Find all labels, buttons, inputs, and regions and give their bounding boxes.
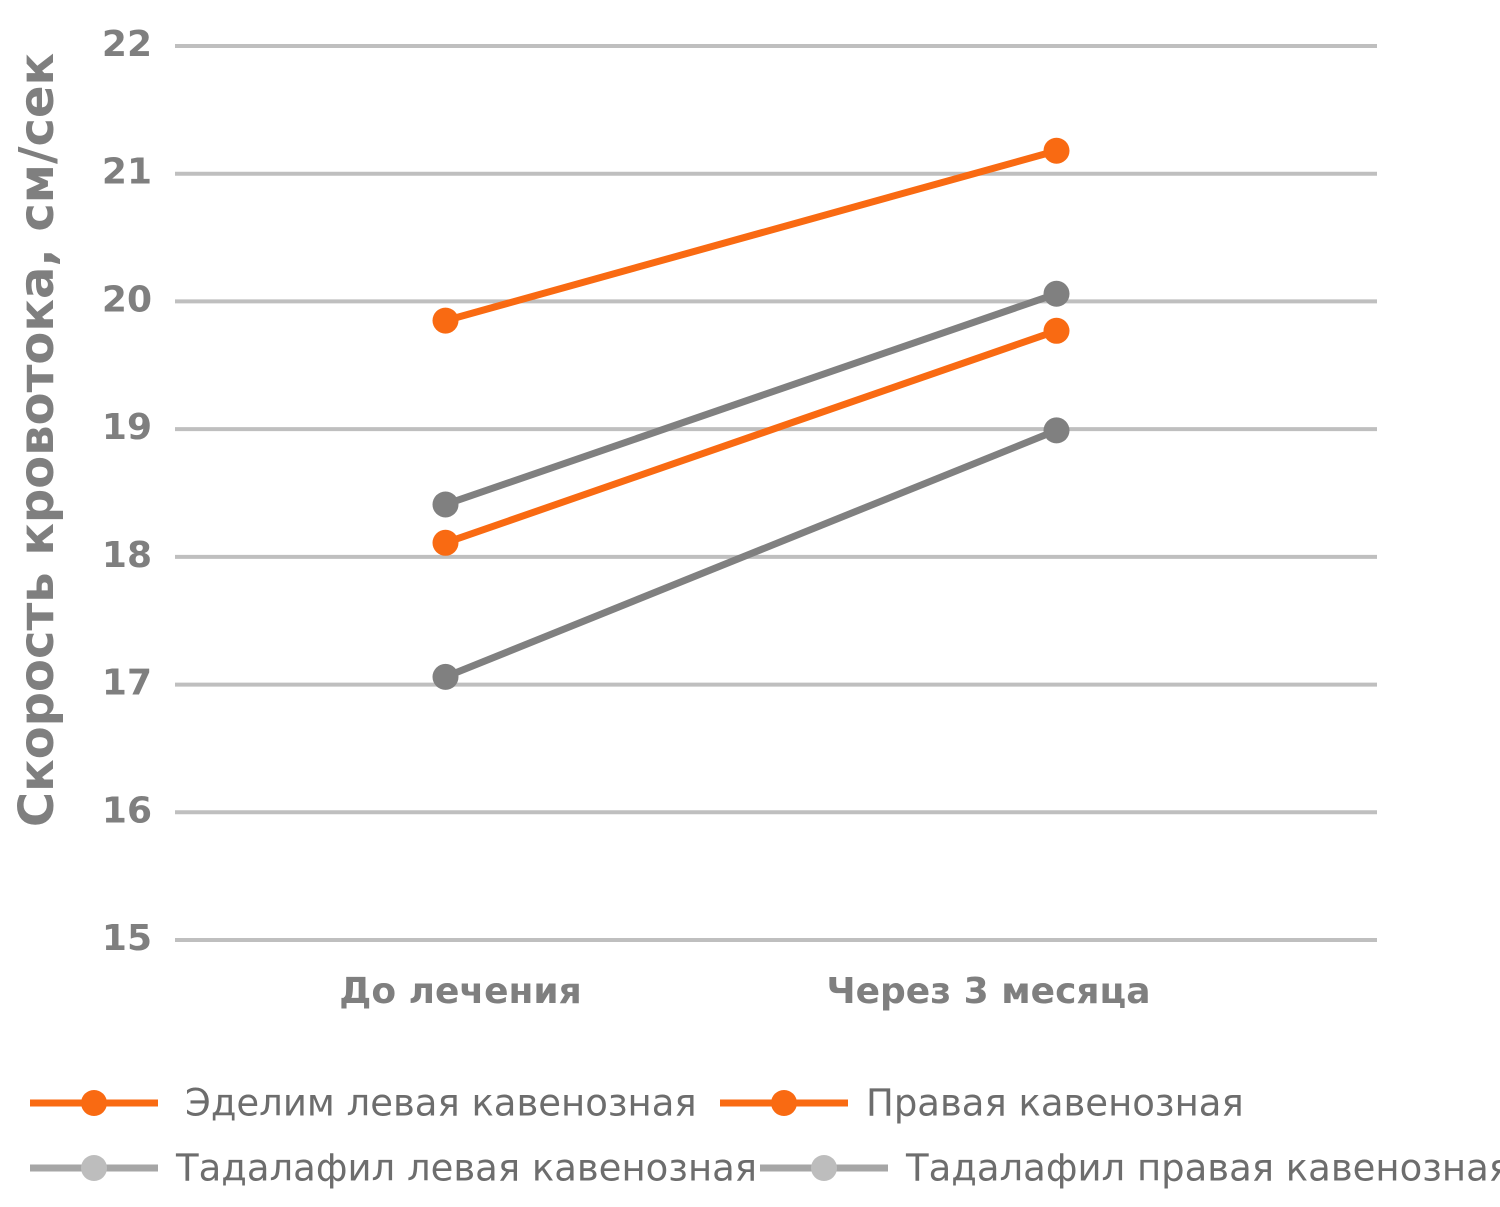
point xyxy=(432,307,459,334)
y-tick-label: 17 xyxy=(102,663,152,704)
y-tick-label: 19 xyxy=(102,407,152,448)
point xyxy=(432,529,459,556)
series-line xyxy=(444,290,1058,508)
legend-label: Тадалафил левая кавенозная xyxy=(175,1147,757,1190)
legend-marker xyxy=(81,1090,107,1116)
y-tick-label: 18 xyxy=(102,535,152,576)
legend-label: Тадалафил правая кавенозная xyxy=(905,1147,1500,1190)
legend-label: Правая кавенозная xyxy=(866,1082,1244,1125)
y-axis-title: Скорость кровотока, см/сек xyxy=(9,53,65,827)
legend-marker xyxy=(771,1090,797,1116)
point xyxy=(1043,137,1070,164)
point xyxy=(1043,280,1070,307)
point xyxy=(1043,317,1070,344)
y-tick-label: 15 xyxy=(102,918,152,959)
point xyxy=(1043,417,1070,444)
legend-marker xyxy=(81,1155,107,1181)
y-tick-label: 16 xyxy=(102,790,152,831)
point xyxy=(432,491,459,518)
x-tick-label: До лечения xyxy=(339,971,581,1012)
legend-marker xyxy=(811,1155,837,1181)
series-line xyxy=(444,147,1058,324)
legend-label: Эделим левая кавенозная xyxy=(185,1082,697,1125)
point xyxy=(432,663,459,690)
series-line xyxy=(444,327,1058,547)
x-tick-label: Через 3 месяца xyxy=(827,971,1151,1012)
y-tick-label: 21 xyxy=(102,152,152,193)
y-tick-label: 20 xyxy=(102,279,152,320)
series-line xyxy=(444,427,1058,681)
y-tick-label: 22 xyxy=(102,24,152,65)
